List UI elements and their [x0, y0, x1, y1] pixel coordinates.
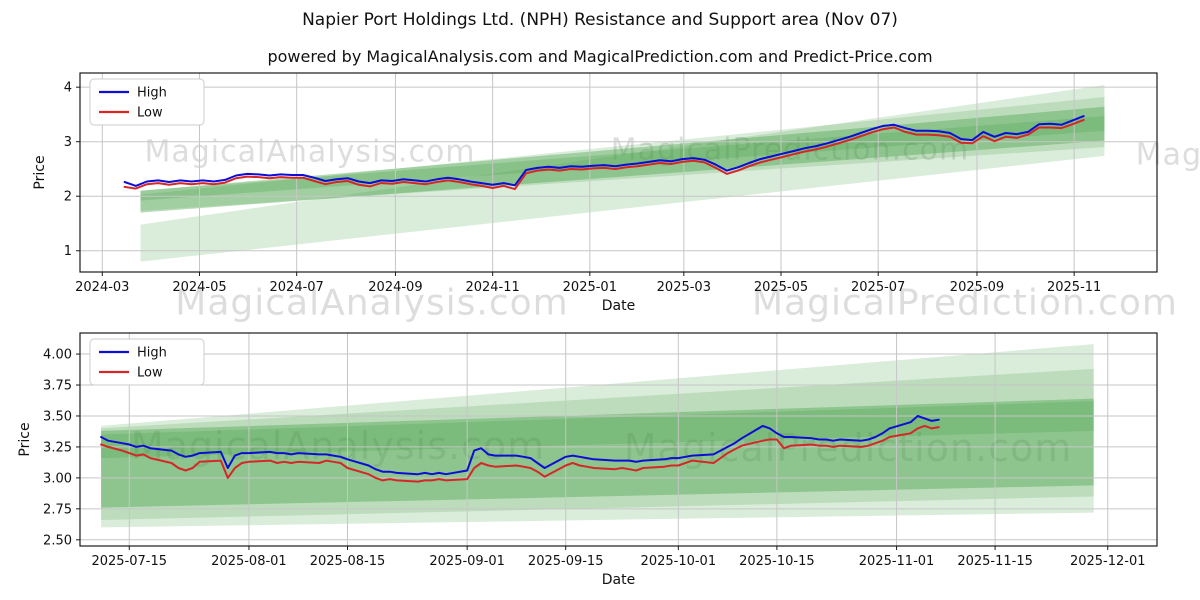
watermark-text: MagicalPrediction.com — [1135, 137, 1200, 173]
legend-label-low: Low — [137, 366, 163, 381]
x-tick-label: 2025-11-15 — [957, 554, 1033, 569]
x-tick-label: 2025-08-15 — [310, 554, 386, 569]
legend-label-high: High — [137, 346, 167, 361]
y-tick-label: 2.50 — [43, 533, 72, 548]
support-resistance-band — [101, 368, 1094, 520]
x-tick-label: 2024-03 — [75, 280, 129, 295]
x-tick-label: 2025-07-15 — [91, 554, 167, 569]
x-tick-label: 2025-10-01 — [641, 554, 717, 569]
series-line-high — [100, 415, 940, 476]
support-resistance-band — [101, 398, 1094, 508]
x-axis-label: Date — [602, 572, 635, 588]
figure-subtitle: powered by MagicalAnalysis.com and Magic… — [267, 47, 933, 66]
y-tick-label: 3.25 — [43, 440, 72, 455]
legend: High Low — [89, 78, 205, 126]
series-line-low — [123, 118, 1085, 191]
watermark-text: MagicalPrediction.com — [752, 282, 1178, 324]
chart-0: 2024-03 2024-05 2024-07 2024-09 2024-11 2025-… — [32, 72, 1158, 314]
y-tick-label: 3.00 — [43, 471, 72, 486]
x-tick-label: 2025-12-01 — [1070, 554, 1146, 569]
legend-box — [89, 78, 205, 126]
x-tick-label: 2025-01 — [563, 280, 617, 295]
x-tick-label: 2025-11-01 — [859, 554, 935, 569]
series-line-high — [123, 115, 1085, 187]
x-tick-label: 2025-08-01 — [211, 554, 287, 569]
support-resistance-band — [140, 106, 1105, 213]
chart-1: 2025-07-15 2025-08-01 2025-08-15 2025-09-01… — [17, 332, 1158, 588]
legend: High Low — [89, 338, 205, 386]
watermark-text: MagicalPrediction.com — [623, 426, 1073, 470]
support-resistance-band — [101, 401, 1094, 459]
x-tick-label: 2024-11 — [465, 280, 519, 295]
x-tick-label: 2025-09-15 — [528, 554, 604, 569]
y-axis-label: Price — [32, 155, 48, 189]
x-tick-label: 2024-07 — [270, 280, 324, 295]
figure-title: Napier Port Holdings Ltd. (NPH) Resistan… — [302, 10, 898, 30]
x-tick-label: 2025-03 — [657, 280, 711, 295]
y-tick-label: 3.75 — [43, 379, 72, 394]
x-axis-label: Date — [602, 298, 635, 314]
legend-label-low: Low — [137, 106, 163, 121]
y-tick-label: 3 — [64, 135, 72, 150]
legend-label-high: High — [137, 86, 167, 101]
x-tick-label: 2024-09 — [368, 280, 422, 295]
series-line-low — [100, 424, 940, 483]
x-tick-label: 2025-10-15 — [739, 554, 815, 569]
legend-box — [89, 338, 205, 386]
y-tick-label: 1 — [64, 244, 72, 259]
x-tick-label: 2024-05 — [172, 280, 226, 295]
support-resistance-band — [101, 344, 1094, 528]
x-tick-label: 2025-09 — [950, 280, 1004, 295]
y-tick-label: 4 — [64, 81, 72, 96]
axes-frame — [79, 332, 1158, 547]
y-tick-label: 2.75 — [43, 502, 72, 517]
y-tick-label: 4.00 — [43, 348, 72, 363]
watermark-text: MagicalAnalysis.com — [130, 424, 546, 468]
y-axis-label: Price — [17, 422, 33, 456]
y-tick-label: 2 — [64, 190, 72, 205]
y-tick-label: 3.50 — [43, 409, 72, 424]
x-tick-label: 2025-07 — [851, 280, 905, 295]
x-tick-label: 2025-05 — [754, 280, 808, 295]
axes-frame — [79, 72, 1158, 273]
support-resistance-band — [140, 84, 1105, 262]
x-tick-label: 2025-09-01 — [429, 554, 505, 569]
watermark-text: MagicalAnalysis.com — [175, 282, 569, 324]
x-tick-label: 2025-11 — [1047, 280, 1101, 295]
